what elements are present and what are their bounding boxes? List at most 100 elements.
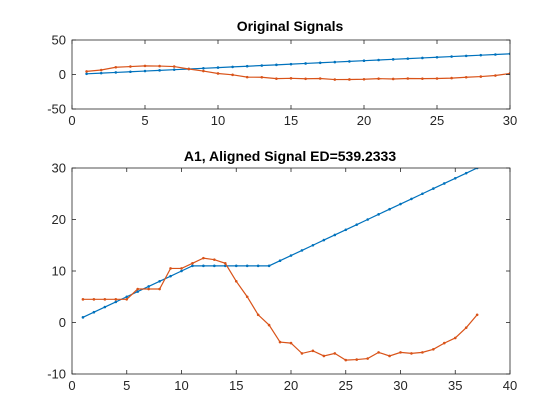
axes-top-series-1-point xyxy=(465,55,468,58)
axes-top-series-2-point xyxy=(377,77,380,80)
axes-bottom-series-2-point xyxy=(224,262,227,265)
axes-top-series-2-point xyxy=(144,65,147,68)
axes-bottom-ytick-label: -10 xyxy=(47,367,66,382)
axes-bottom-series-1-point xyxy=(213,265,216,268)
axes-bottom-series-2-point xyxy=(279,341,282,344)
axes-top-series-2-point xyxy=(188,68,191,71)
axes-bottom-series-1-point xyxy=(421,192,424,195)
axes-top-series-1-point xyxy=(275,64,278,67)
axes-bottom-series-1-point xyxy=(279,259,282,262)
axes-bottom-series-2-point xyxy=(125,298,128,301)
axes-top-xtick-label: 20 xyxy=(357,113,371,128)
axes-bottom-series-1-point xyxy=(169,275,172,278)
axes-bottom-series-1-point xyxy=(115,301,118,304)
axes-bottom-xtick-label: 15 xyxy=(229,378,243,393)
axes-top-series-2-point xyxy=(173,65,176,68)
axes-bottom-series-2-point xyxy=(465,326,468,329)
axes-bottom-series-1-point xyxy=(366,218,369,221)
axes-bottom-series-2-point xyxy=(93,298,96,301)
axes-top-series-2-point xyxy=(202,70,205,73)
axes-bottom-series-2-point xyxy=(312,350,315,353)
axes-bottom-series-1-point xyxy=(443,182,446,185)
axes-top-series-2-point xyxy=(85,70,88,73)
axes-top-xtick-label: 15 xyxy=(284,113,298,128)
axes-bottom-ytick-label: 0 xyxy=(59,315,66,330)
axes-bottom-series-1-point xyxy=(465,172,468,175)
axes-bottom-series-2-point xyxy=(257,313,260,316)
axes-top-series-1-point xyxy=(304,62,307,65)
axes-top-series-2-point xyxy=(392,78,395,81)
axes-top-title: Original Signals xyxy=(237,18,344,34)
axes-top-series-1-point xyxy=(392,58,395,61)
axes-top-xtick-label: 30 xyxy=(503,113,517,128)
axes-top-series-2-point xyxy=(334,78,337,81)
axes-bottom-series-2-point xyxy=(476,313,479,316)
axes-top-series-2-point xyxy=(261,76,264,79)
axes-top-series-2-point xyxy=(480,75,483,78)
axes-bottom-series-2-point xyxy=(115,298,118,301)
axes-bottom-series-1-point xyxy=(399,203,402,206)
axes-top-series-1-point xyxy=(450,55,453,58)
axes-bottom-series-1-point xyxy=(104,306,107,309)
axes-top-series-2-point xyxy=(115,66,118,69)
axes-top-series-1-point xyxy=(246,65,249,68)
axes-top-xtick-label: 0 xyxy=(68,113,75,128)
axes-bottom-series-1-point xyxy=(377,213,380,216)
axes-top-series-2-point xyxy=(407,77,410,80)
axes-top-series-1-point xyxy=(436,56,439,59)
axes-top-series-1-point xyxy=(217,66,220,69)
axes-bottom-series-1-point xyxy=(432,187,435,190)
axes-bottom-ytick-label: 20 xyxy=(52,212,66,227)
axes-top-series-1-point xyxy=(202,67,205,70)
axes-top-xtick-label: 25 xyxy=(430,113,444,128)
axes-top-series-2-point xyxy=(217,72,220,75)
axes-top-series-1-point xyxy=(363,59,366,62)
axes-top-series-2-point xyxy=(158,65,161,68)
axes-top-series-2-point xyxy=(450,77,453,80)
axes-bottom-series-2-point xyxy=(180,267,183,270)
axes-top-series-2-point xyxy=(436,77,439,80)
axes-bottom-series-2-point xyxy=(202,257,205,260)
axes-top-series-2-point xyxy=(129,65,132,68)
axes-bottom-series-1-point xyxy=(388,208,391,211)
axes-top-series-1-point xyxy=(334,61,337,64)
axes-top-series-1-point xyxy=(85,73,88,76)
axes-bottom-xtick-label: 10 xyxy=(174,378,188,393)
axes-bottom-series-1-point xyxy=(82,316,85,319)
axes-bottom-series-2-point xyxy=(213,258,216,261)
axes-bottom-series-2-point xyxy=(399,351,402,354)
axes-bottom-series-2-point xyxy=(334,352,337,355)
axes-top-ytick-label: 0 xyxy=(59,67,66,82)
axes-bottom-series-1-point xyxy=(355,223,358,226)
axes-bottom-series-2-point xyxy=(268,324,271,327)
axes-bottom-series-2-point xyxy=(191,262,194,265)
axes-bottom-series-1-point xyxy=(180,270,183,273)
axes-top-series-2-point xyxy=(100,69,103,72)
axes-bottom-series-2-point xyxy=(246,295,249,298)
axes-bottom-series-1-point xyxy=(257,265,260,268)
axes-bottom-series-1-point xyxy=(454,177,457,180)
axes-bottom-xtick-label: 0 xyxy=(68,378,75,393)
axes-bottom-series-2-point xyxy=(355,358,358,361)
axes-bottom-series-2-point xyxy=(301,352,304,355)
axes-top-xtick-label: 10 xyxy=(211,113,225,128)
axes-bottom-title: A1, Aligned Signal ED=539.2333 xyxy=(184,148,397,164)
axes-bottom-series-1-point xyxy=(268,265,271,268)
axes-bottom-xtick-label: 25 xyxy=(339,378,353,393)
axes-bottom-series-1-point xyxy=(312,244,315,247)
axes-top-series-2-point xyxy=(348,78,351,81)
axes-top-series-1-point xyxy=(421,57,424,60)
axes-top-series-2-point xyxy=(363,78,366,81)
axes-top-series-1-point xyxy=(407,57,410,60)
axes-bottom-series-2-point xyxy=(443,342,446,345)
axes-top-series-2-point xyxy=(421,77,424,80)
axes-top-series-1-point xyxy=(158,69,161,72)
axes-bottom-series-1-point xyxy=(246,265,249,268)
axes-bottom-series-1-point xyxy=(344,229,347,232)
axes-bottom-series-2-point xyxy=(147,288,150,291)
axes-bottom-series-2-point xyxy=(235,280,238,283)
axes-top-series-2-point xyxy=(319,77,322,80)
axes-top-series-2-point xyxy=(290,77,293,80)
axes-top-series-1-point xyxy=(377,59,380,62)
